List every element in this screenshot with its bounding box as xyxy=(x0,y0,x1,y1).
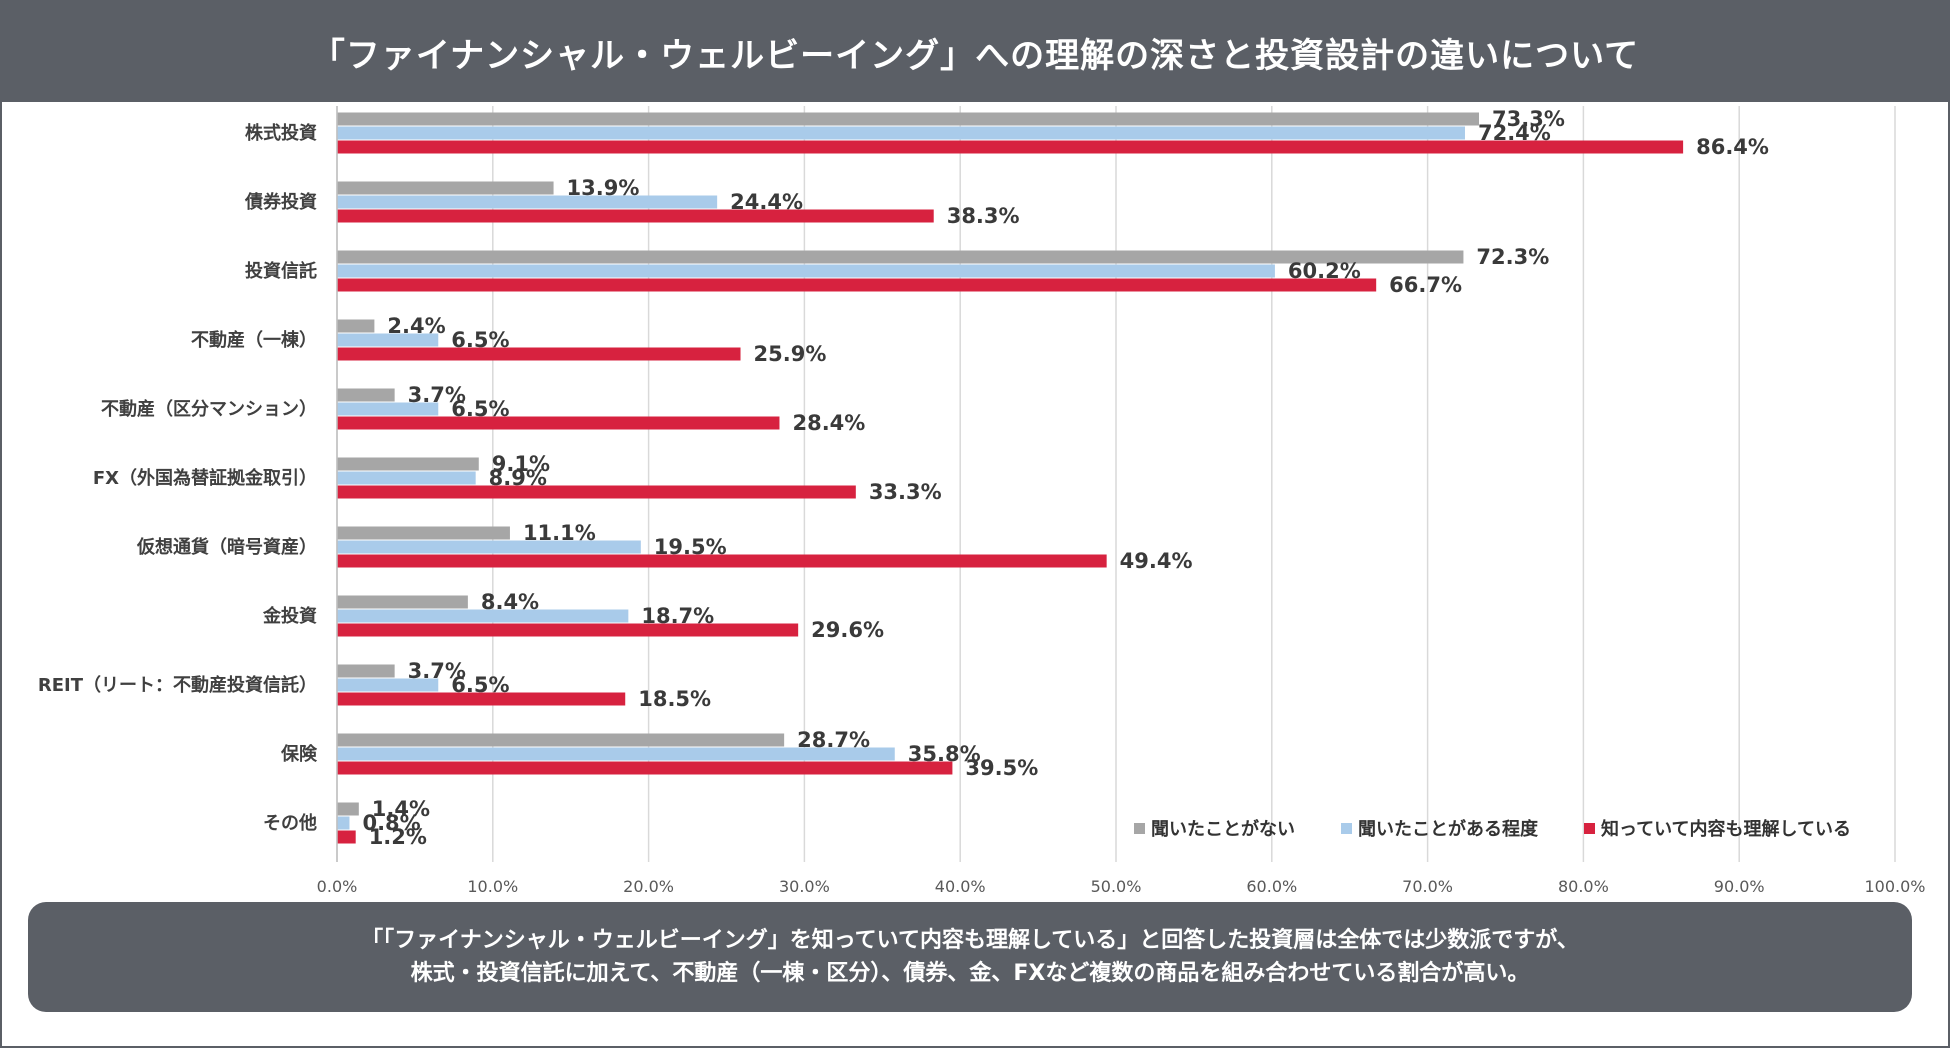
bar xyxy=(337,830,356,844)
bar xyxy=(337,595,468,609)
legend-swatch-series2 xyxy=(1341,822,1352,834)
bar xyxy=(337,678,439,692)
bar xyxy=(337,471,476,485)
bar xyxy=(337,733,785,747)
legend-swatch-series3 xyxy=(1584,822,1595,834)
data-label: 18.5% xyxy=(638,687,711,711)
chart-title: 「ファイナンシャル・ウェルビーイング」への理解の深さと投資設計の違いについて xyxy=(310,35,1640,76)
x-tick-label: 60.0% xyxy=(1246,877,1297,892)
data-label: 86.4% xyxy=(1696,135,1769,159)
bar xyxy=(337,181,554,195)
legend-label-series2: 聞いたことがある程度 xyxy=(1358,819,1538,840)
data-label: 0.8% xyxy=(362,811,420,835)
legend-swatch-series1 xyxy=(1134,822,1145,834)
bar xyxy=(337,140,1684,154)
bar xyxy=(337,347,741,361)
legend-label-series3: 知っていて内容も理解している xyxy=(1601,819,1852,840)
bar xyxy=(337,747,895,761)
bar xyxy=(337,457,479,471)
data-label: 29.6% xyxy=(811,618,884,642)
x-tick-label: 0.0% xyxy=(317,877,358,892)
category-label: 不動産（区分マンション） xyxy=(101,398,317,420)
data-label: 73.3% xyxy=(1492,107,1565,131)
x-tick-label: 80.0% xyxy=(1558,877,1609,892)
legend: 聞いたことがない 聞いたことがある程度 知っていて内容も理解している xyxy=(1134,815,1851,841)
bar xyxy=(337,761,953,775)
legend-item-series1: 聞いたことがない xyxy=(1134,815,1295,841)
x-tick-label: 40.0% xyxy=(935,877,986,892)
data-label: 38.3% xyxy=(947,204,1020,228)
category-label: 保険 xyxy=(280,743,318,765)
bar xyxy=(337,250,1464,264)
chart-title-banner: 「ファイナンシャル・ウェルビーイング」への理解の深さと投資設計の違いについて xyxy=(2,2,1948,102)
data-label: 33.3% xyxy=(869,480,942,504)
bar xyxy=(337,126,1465,140)
category-label: FX（外国為替証拠金取引） xyxy=(93,467,317,489)
bar xyxy=(337,623,799,637)
data-label: 9.1% xyxy=(492,452,550,476)
bar xyxy=(337,664,395,678)
data-label: 25.9% xyxy=(754,342,827,366)
bar xyxy=(337,485,856,499)
bar xyxy=(337,416,780,430)
legend-item-series2: 聞いたことがある程度 xyxy=(1341,815,1538,841)
bar xyxy=(337,692,626,706)
bar xyxy=(337,195,718,209)
legend-item-series3: 知っていて内容も理解している xyxy=(1584,815,1851,841)
bar xyxy=(337,402,439,416)
bar xyxy=(337,278,1377,292)
category-label: 株式投資 xyxy=(245,122,317,144)
bar xyxy=(337,802,359,816)
data-label: 39.5% xyxy=(965,756,1038,780)
category-label: REIT（リート：不動産投資信託） xyxy=(38,674,317,696)
bar xyxy=(337,388,395,402)
category-label: 債券投資 xyxy=(244,191,317,213)
bar xyxy=(337,333,439,347)
data-label: 66.7% xyxy=(1389,273,1462,297)
category-label: 不動産（一棟） xyxy=(191,329,317,351)
bar xyxy=(337,319,375,333)
bar xyxy=(337,264,1275,278)
category-label: 仮想通貨（暗号資産） xyxy=(136,536,317,558)
bar-chart: 0.0% 10.0% 20.0% 30.0% 40.0% 50.0% 60.0% 70.0% 8… xyxy=(38,106,1926,892)
x-tick-label: 30.0% xyxy=(779,877,830,892)
summary-line-1: 「「ファイナンシャル・ウェルビーイング」を知っていて内容も理解している」と回答し… xyxy=(361,928,1579,953)
data-label: 28.4% xyxy=(792,411,865,435)
x-tick-label: 90.0% xyxy=(1714,877,1765,892)
bar xyxy=(337,526,510,540)
x-tick-label: 50.0% xyxy=(1091,877,1142,892)
x-tick-label: 100.0% xyxy=(1864,877,1925,892)
data-label: 1.2% xyxy=(369,825,427,849)
data-label: 72.3% xyxy=(1476,245,1549,269)
x-tick-label: 70.0% xyxy=(1402,877,1453,892)
summary-line-2: 株式・投資信託に加えて、不動産（一棟・区分）、債券、金、FXなど複数の商品を組み… xyxy=(410,961,1530,986)
bar xyxy=(337,816,350,830)
bar xyxy=(337,609,629,623)
x-tick-label: 10.0% xyxy=(467,877,518,892)
x-tick-label: 20.0% xyxy=(623,877,674,892)
bar xyxy=(337,540,641,554)
bar xyxy=(337,554,1107,568)
data-label: 49.4% xyxy=(1120,549,1193,573)
legend-label-series1: 聞いたことがない xyxy=(1151,819,1295,840)
bar xyxy=(337,209,934,223)
summary-box: 「「ファイナンシャル・ウェルビーイング」を知っていて内容も理解している」と回答し… xyxy=(28,902,1912,1012)
data-label: 1.4% xyxy=(372,797,430,821)
category-label: 金投資 xyxy=(262,605,317,627)
bar xyxy=(337,112,1480,126)
category-label: 投資信託 xyxy=(245,260,317,282)
category-label: その他 xyxy=(263,812,317,834)
